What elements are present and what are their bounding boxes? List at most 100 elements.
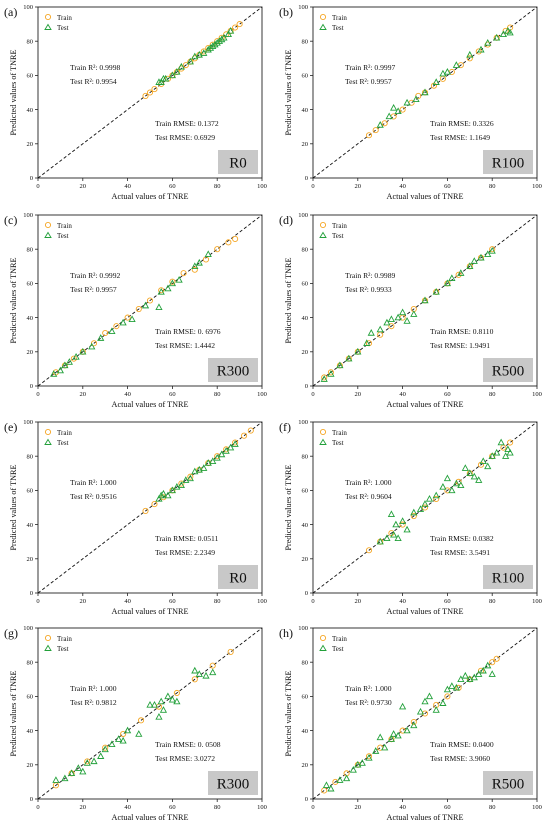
test-point [164,284,172,292]
panel-d: 00 20 20 40 40 60 60 80 80 100 100 Actual values of… [279,212,542,409]
badge-label: R500 [492,777,525,793]
x-tick-label: 80 [489,391,496,398]
legend-train-marker [319,13,327,21]
test-point [175,276,183,283]
test-point [157,288,165,295]
x-tick-label: 60 [169,598,176,605]
test-point [398,517,407,524]
legend-train-marker [44,221,52,229]
x-tick-label: 20 [80,598,87,605]
test-point [164,692,172,700]
train-point [433,495,440,503]
train-point [399,106,406,113]
test-point [387,315,396,323]
x-tick-label: 100 [257,598,267,605]
x-tick-label: 20 [355,804,362,811]
train-point [169,278,176,285]
test-point [173,483,181,490]
test-r2: Test R²: 0.9516 [70,492,117,501]
test-point [376,325,384,333]
train-point [241,432,248,439]
x-tick-label: 100 [257,183,267,190]
panel-c: 00 20 20 40 40 60 60 80 80 100 100 Actual values of… [4,212,267,409]
y-tick-label: 80 [27,38,34,45]
test-point [200,464,208,471]
test-rmse: Test RMSE: 2.2349 [155,548,215,557]
test-point [488,670,496,677]
test-rmse: Test RMSE: 1.4442 [155,341,215,350]
test-point [497,438,505,446]
test-point [461,464,469,471]
x-tick-label: 100 [532,183,542,190]
y-axis-label: Predicted values of TNRE [284,257,293,343]
legend-train-label: Train [57,222,72,230]
test-point [50,370,58,377]
test-point [206,44,215,51]
panel-label: (c) [4,213,17,227]
legend-test-marker [44,23,52,30]
test-r2: Test R²: 0.9957 [70,285,117,294]
panel-label: (g) [4,626,18,640]
train-point [232,235,239,242]
x-tick-label: 0 [311,183,314,190]
test-point [493,33,501,41]
test-point [227,443,235,451]
y-tick-label: 20 [27,349,34,356]
test-point [218,35,226,43]
test-point [354,760,362,768]
train-point [410,719,417,726]
legend-test-label: Test [57,24,69,32]
test-point [390,530,398,538]
test-point [177,62,185,70]
train-r2: Train R²: 1.000 [345,684,392,693]
test-point [327,370,335,377]
y-tick-label: 40 [302,315,309,322]
test-point [502,452,510,459]
test-point [410,310,418,317]
train-rmse: Train RMSE: 0.0511 [155,534,219,543]
y-tick-label: 0 [305,383,308,390]
y-tick-label: 40 [27,107,34,114]
train-point [365,753,373,760]
test-point [358,759,366,766]
badge-box [218,565,258,589]
test-point [204,45,212,53]
train-point [146,297,154,304]
test-point [416,505,425,512]
test-point [146,701,154,708]
test-point [67,769,76,777]
x-axis-label: Actual values of TNRE [387,192,464,201]
legend-train-marker [319,428,327,436]
test-point [135,730,143,737]
test-point [56,366,65,374]
train-point [173,689,180,697]
test-point [403,726,411,734]
panel-b: 00 20 20 40 40 60 60 80 80 100 100 Actual values of… [279,4,542,201]
x-tick-label: 80 [214,804,221,811]
test-point [168,71,177,79]
y-tick-label: 80 [302,659,309,666]
train-point [137,717,145,724]
train-point [227,648,234,655]
test-point [349,765,357,773]
train-point [223,446,230,453]
train-point [113,323,120,330]
test-point [157,697,165,705]
test-point [425,495,434,502]
x-tick-label: 20 [355,598,362,605]
panel-label: (b) [279,5,293,19]
test-point [448,682,456,689]
x-axis-label: Actual values of TNRE [387,400,464,409]
panel-label: (h) [279,626,293,640]
test-point [390,103,398,111]
badge-box [483,150,533,174]
x-tick-label: 20 [80,391,87,398]
test-r2: Test R²: 0.9954 [70,77,117,86]
test-point [466,50,474,58]
y-tick-label: 80 [302,38,309,45]
train-point [327,369,334,376]
test-point [155,712,163,720]
test-point [173,68,181,75]
x-tick-label: 100 [532,391,542,398]
legend-train-label: Train [57,429,72,437]
